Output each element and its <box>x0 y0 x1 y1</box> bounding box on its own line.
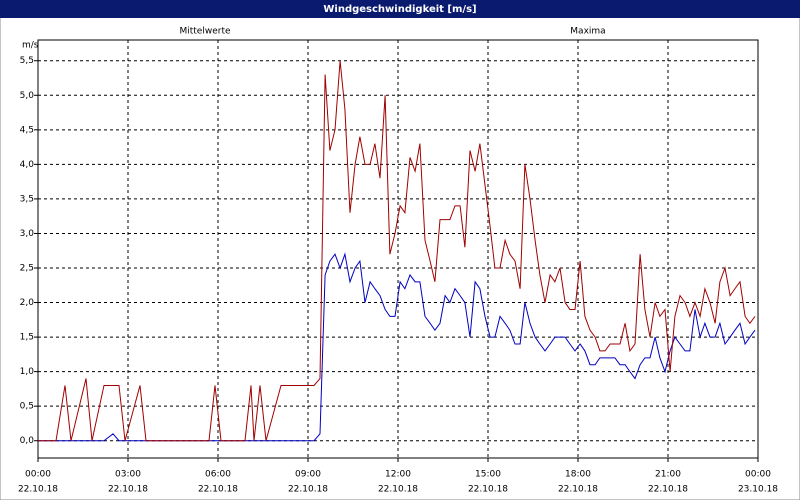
x-tick-label: 21:00 <box>655 470 681 480</box>
x-tick-label: 00:00 <box>25 470 51 480</box>
x-tick-label: 22.10.18 <box>198 485 238 495</box>
x-tick-label: 22.10.18 <box>378 485 418 495</box>
x-tick-label: 22.10.18 <box>288 485 328 495</box>
x-tick-label: 22.10.18 <box>18 485 58 495</box>
y-tick-label: 0,5 <box>20 402 34 412</box>
x-tick-label: 09:00 <box>295 470 321 480</box>
y-unit: m/s <box>22 41 39 51</box>
x-tick-label: 22.10.18 <box>648 485 688 495</box>
series-line <box>38 60 756 442</box>
series-line <box>38 252 756 442</box>
y-tick-label: 5,0 <box>20 91 35 101</box>
y-tick-label: 2,5 <box>20 264 34 274</box>
legend-entry: Mittelwerte <box>179 27 230 37</box>
y-tick-label: 4,0 <box>20 160 35 170</box>
x-tick-label: 15:00 <box>475 470 501 480</box>
x-tick-label: 18:00 <box>565 470 591 480</box>
y-tick-label: 3,5 <box>20 194 34 204</box>
y-tick-label: 1,0 <box>20 367 35 377</box>
x-tick-label: 22.10.18 <box>108 485 148 495</box>
y-tick-label: 3,0 <box>20 229 35 239</box>
x-tick-label: 03:00 <box>115 470 141 480</box>
y-tick-label: 4,5 <box>20 125 34 135</box>
x-tick-label: 06:00 <box>205 470 231 480</box>
chart-title: Windgeschwindigkeit [m/s] <box>323 4 476 15</box>
y-tick-label: 2,0 <box>20 298 35 308</box>
y-tick-label: 1,5 <box>20 333 34 343</box>
y-tick-label: 0,0 <box>20 436 35 446</box>
plot-frame <box>37 39 759 459</box>
x-tick-label: 00:00 <box>745 470 771 480</box>
x-tick-label: 22.10.18 <box>558 485 598 495</box>
title-bar <box>0 0 800 18</box>
legend-entry: Maxima <box>570 27 605 37</box>
y-tick-label: 5,5 <box>20 56 34 66</box>
x-tick-label: 12:00 <box>385 470 411 480</box>
x-tick-label: 23.10.18 <box>738 485 778 495</box>
x-tick-label: 22.10.18 <box>468 485 508 495</box>
